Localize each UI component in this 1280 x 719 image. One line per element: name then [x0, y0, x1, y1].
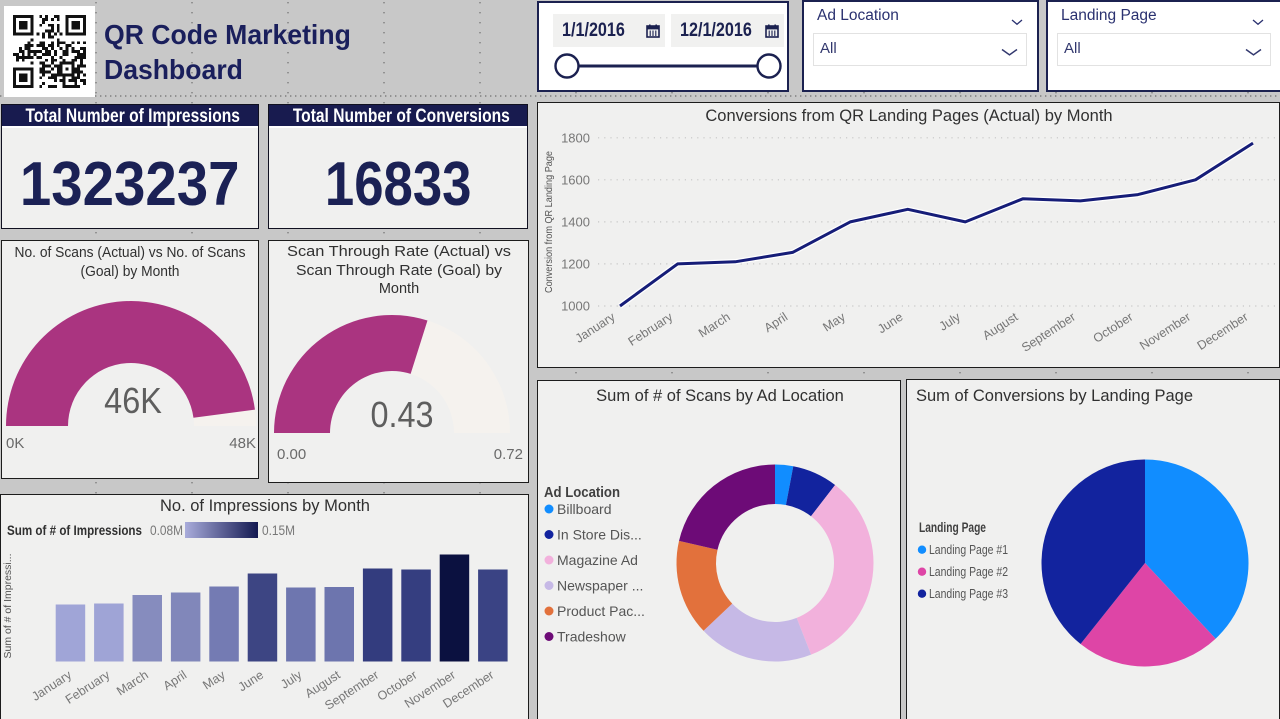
svg-text:In Store Dis...: In Store Dis...: [557, 527, 642, 543]
svg-text:Sum of # of Impressi...: Sum of # of Impressi...: [2, 553, 14, 658]
svg-text:September: September: [1019, 310, 1078, 355]
svg-text:Landing Page #3: Landing Page #3: [929, 586, 1008, 601]
svg-text:1600: 1600: [561, 172, 590, 187]
svg-text:Scan Through Rate (Goal) by: Scan Through Rate (Goal) by: [296, 263, 503, 279]
svg-text:1800: 1800: [561, 130, 590, 145]
svg-text:July: July: [278, 667, 305, 691]
svg-text:0K: 0K: [6, 435, 24, 452]
svg-text:1400: 1400: [561, 214, 590, 229]
svg-text:February: February: [626, 309, 676, 348]
svg-text:1200: 1200: [561, 256, 590, 271]
svg-text:No. of Impressions by Month: No. of Impressions by Month: [160, 497, 370, 515]
svg-text:No. of Scans (Actual) vs No. o: No. of Scans (Actual) vs No. of Scans: [15, 245, 246, 261]
svg-text:Conversion from QR Landing Pag: Conversion from QR Landing Page: [543, 151, 555, 293]
svg-text:Ad Location: Ad Location: [544, 485, 620, 501]
svg-text:Newspaper ...: Newspaper ...: [557, 578, 643, 594]
svg-text:November: November: [1137, 310, 1193, 353]
svg-text:Conversions from QR Landing Pa: Conversions from QR Landing Pages (Actua…: [705, 107, 1112, 125]
svg-text:August: August: [980, 309, 1021, 342]
svg-text:46K: 46K: [104, 381, 162, 421]
svg-text:July: July: [937, 309, 964, 333]
svg-text:Sum of # of Impressions: Sum of # of Impressions: [7, 523, 142, 538]
svg-text:June: June: [236, 668, 266, 695]
svg-text:Landing Page #2: Landing Page #2: [929, 564, 1008, 579]
svg-text:Magazine Ad: Magazine Ad: [557, 552, 638, 568]
svg-text:December: December: [1195, 310, 1251, 353]
svg-text:Month: Month: [379, 281, 419, 297]
svg-text:March: March: [696, 310, 733, 341]
svg-text:Sum of # of Scans by Ad Locati: Sum of # of Scans by Ad Location: [596, 387, 844, 405]
svg-text:October: October: [1091, 310, 1136, 346]
svg-text:May: May: [200, 667, 228, 692]
svg-text:April: April: [762, 310, 791, 335]
svg-text:0.43: 0.43: [370, 395, 433, 435]
svg-text:January: January: [573, 309, 619, 345]
svg-text:Landing Page: Landing Page: [919, 520, 986, 535]
svg-text:May: May: [820, 309, 848, 334]
svg-text:Sum of Conversions by Landing: Sum of Conversions by Landing Page: [916, 387, 1193, 405]
svg-text:Tradeshow: Tradeshow: [557, 629, 627, 645]
svg-text:0.15M: 0.15M: [262, 523, 295, 538]
svg-text:April: April: [161, 668, 190, 693]
svg-text:February: February: [63, 667, 113, 706]
svg-text:(Goal) by Month: (Goal) by Month: [81, 264, 180, 280]
svg-text:Billboard: Billboard: [557, 501, 611, 517]
svg-text:0.08M: 0.08M: [150, 523, 183, 538]
svg-text:0.72: 0.72: [494, 446, 523, 463]
svg-text:Landing Page #1: Landing Page #1: [929, 542, 1008, 557]
svg-text:0.00: 0.00: [277, 446, 306, 463]
svg-text:1000: 1000: [561, 299, 590, 314]
svg-text:Product Pac...: Product Pac...: [557, 603, 645, 619]
svg-text:March: March: [114, 668, 151, 699]
svg-text:48K: 48K: [229, 435, 256, 452]
svg-text:June: June: [875, 310, 905, 337]
svg-text:Scan Through Rate (Actual) vs: Scan Through Rate (Actual) vs: [287, 244, 511, 260]
